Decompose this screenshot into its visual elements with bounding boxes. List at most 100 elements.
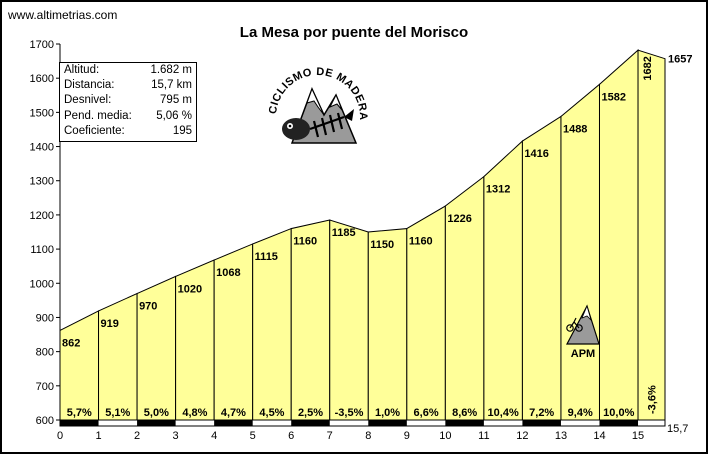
y-tick-label: 800 — [36, 347, 54, 359]
altitude-label: 970 — [139, 301, 157, 313]
altitude-label: 1312 — [486, 184, 510, 196]
x-axis-band — [214, 420, 253, 426]
stats-label: Pend. media: — [64, 109, 132, 122]
x-tick-label: 13 — [555, 430, 567, 442]
y-tick-label: 1600 — [30, 73, 54, 85]
gradient-label: 4,8% — [182, 407, 207, 419]
gradient-label: 10,0% — [603, 407, 634, 419]
gradient-label: 2,5% — [298, 407, 323, 419]
stats-box: Altitud: 1.682 m Distancia: 15,7 km Desn… — [59, 62, 197, 142]
gradient-label: 5,0% — [144, 407, 169, 419]
altitude-label: 1160 — [409, 236, 433, 248]
profile-segment — [329, 219, 369, 421]
gradient-label: 7,2% — [529, 407, 554, 419]
gradient-label: -3,6% — [647, 385, 659, 414]
gradient-label: 10,4% — [488, 407, 519, 419]
x-axis-band — [137, 420, 176, 426]
x-tick-label: 4 — [211, 430, 217, 442]
profile-segment — [367, 228, 408, 421]
x-tick-label: 11 — [478, 430, 489, 442]
profile-segment — [637, 49, 666, 421]
x-axis-band — [522, 420, 561, 426]
altitude-label: 1582 — [601, 91, 625, 103]
stats-label: Coeficiente: — [64, 124, 125, 137]
altitude-label: 1068 — [216, 267, 240, 279]
x-axis-band — [60, 420, 99, 426]
y-tick-label: 1400 — [30, 142, 54, 154]
x-tick-label: 15 — [632, 430, 644, 442]
x-axis-band — [291, 420, 330, 426]
stats-value: 15,7 km — [151, 79, 192, 92]
stats-label: Distancia: — [64, 79, 115, 92]
profile-segment — [521, 115, 562, 421]
stats-row-avg-gradient: Pend. media: 5,06 % — [60, 109, 196, 124]
stats-value: 195 — [172, 124, 192, 137]
y-tick-label: 1200 — [30, 210, 54, 222]
altitude-label: 1226 — [447, 213, 471, 225]
gradient-label: 4,7% — [221, 407, 246, 419]
chart-title: La Mesa por puente del Morisco — [239, 24, 469, 41]
altitude-label: 1185 — [332, 227, 356, 239]
site-url: www.altimetrias.com — [8, 8, 118, 22]
stats-row-distance: Distancia: 15,7 km — [60, 78, 196, 93]
gradient-label: 9,4% — [568, 407, 593, 419]
x-tick-label: 10 — [439, 430, 451, 442]
x-tick-label: 14 — [593, 430, 605, 442]
altitude-label: 1416 — [524, 148, 548, 160]
gradient-label: 4,5% — [259, 407, 284, 419]
x-tick-label: 8 — [365, 430, 371, 442]
apm-label: APM — [571, 348, 595, 360]
stats-row-elevation-gain: Desnivel: 795 m — [60, 93, 196, 108]
profile-segment — [59, 310, 100, 421]
stats-label: Desnivel: — [64, 94, 112, 107]
stats-row-coefficient: Coeficiente: 195 — [60, 124, 196, 139]
stats-row-altitude: Altitud: 1.682 m — [60, 63, 196, 78]
profile-segment — [136, 275, 177, 421]
gradient-label: 1,0% — [375, 407, 400, 419]
y-tick-label: 1000 — [30, 278, 54, 290]
x-tick-label: 5 — [250, 430, 256, 442]
y-tick-label: 1100 — [30, 244, 54, 256]
altitude-label: 1657 — [668, 54, 692, 66]
x-axis-band — [445, 420, 484, 426]
stats-value: 5,06 % — [156, 109, 192, 122]
profile-segment — [98, 292, 138, 421]
altitude-label: 1488 — [563, 123, 587, 135]
altitude-label: 1115 — [255, 251, 278, 263]
x-tick-label: 7 — [327, 430, 333, 442]
x-tick-label: 2 — [134, 430, 140, 442]
x-axis-band — [599, 420, 639, 426]
gradient-label: 5,1% — [105, 407, 130, 419]
apm-mountain-icon: APM — [566, 304, 600, 360]
y-tick-label: 1500 — [30, 107, 54, 119]
x-tick-label: 1 — [95, 430, 101, 442]
y-tick-label: 1300 — [30, 176, 54, 188]
altitude-label: 1160 — [293, 236, 317, 248]
altitude-label: 862 — [62, 337, 80, 349]
altitude-label: 1020 — [178, 283, 202, 295]
stats-label: Altitud: — [64, 64, 100, 76]
x-tick-label: 0 — [57, 430, 63, 442]
x-tick-label: 9 — [404, 430, 410, 442]
gradient-label: 8,6% — [452, 407, 477, 419]
club-logo-icon: CICLISMO DE MADERA Y VIENTO — [262, 55, 369, 144]
x-tick-label: 3 — [173, 430, 179, 442]
altitude-label: 1682 — [642, 56, 654, 80]
y-tick-label: 600 — [36, 415, 54, 427]
stats-value: 1.682 m — [150, 64, 192, 76]
x-tick-label: 6 — [288, 430, 294, 442]
stats-value: 795 m — [160, 94, 192, 107]
x-end-label: 15,7 — [667, 423, 688, 435]
y-tick-label: 1700 — [30, 39, 54, 51]
profile-segment — [598, 49, 639, 421]
y-tick-label: 900 — [36, 312, 54, 324]
altitude-label: 919 — [101, 318, 119, 330]
y-tick-label: 700 — [36, 381, 54, 393]
profile-segment — [290, 219, 331, 421]
altitude-label: 1150 — [370, 239, 394, 251]
x-tick-label: 12 — [516, 430, 528, 442]
gradient-label: 5,7% — [67, 407, 92, 419]
gradient-label: 6,6% — [414, 407, 439, 419]
